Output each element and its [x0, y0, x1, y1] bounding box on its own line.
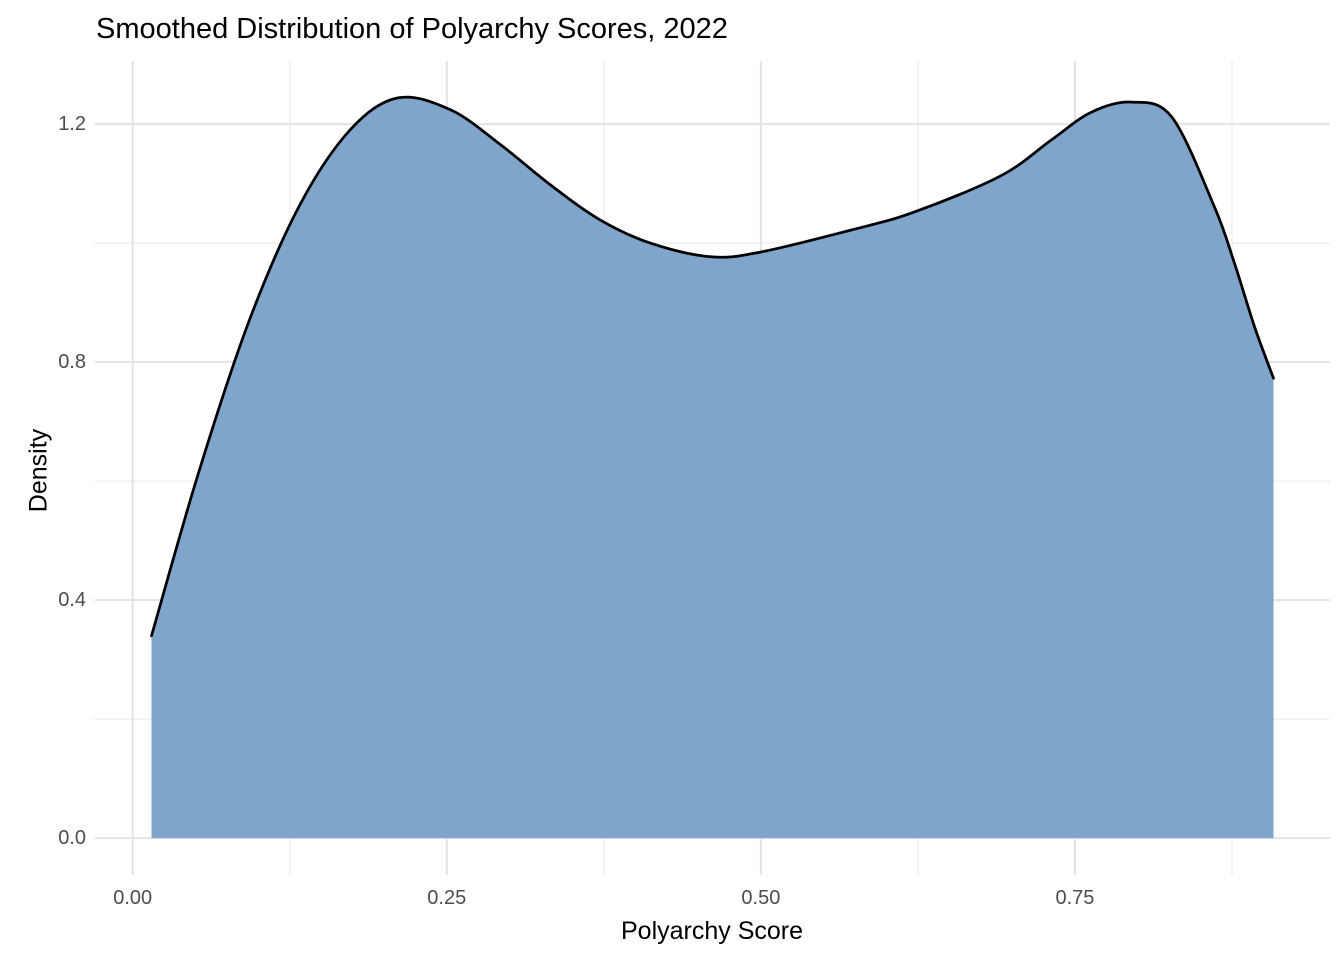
- density-area: [151, 97, 1274, 839]
- y-axis-title: Density: [24, 428, 53, 513]
- x-tick-label: 0.25: [427, 887, 467, 909]
- density-curve: [150, 95, 1275, 638]
- y-tick-label: 0.8: [58, 351, 86, 374]
- x-axis-title: Polyarchy Score: [620, 917, 804, 945]
- x-tick-label: 0.00: [113, 887, 153, 909]
- y-tick-label: 1.2: [58, 113, 86, 136]
- y-tick-label: 0.4: [58, 589, 86, 612]
- y-tick-label: 0.0: [58, 827, 86, 850]
- x-tick-label: 0.50: [741, 887, 781, 909]
- x-tick-label: 0.75: [1055, 887, 1095, 909]
- plot-title: Smoothed Distribution of Polyarchy Score…: [96, 13, 728, 45]
